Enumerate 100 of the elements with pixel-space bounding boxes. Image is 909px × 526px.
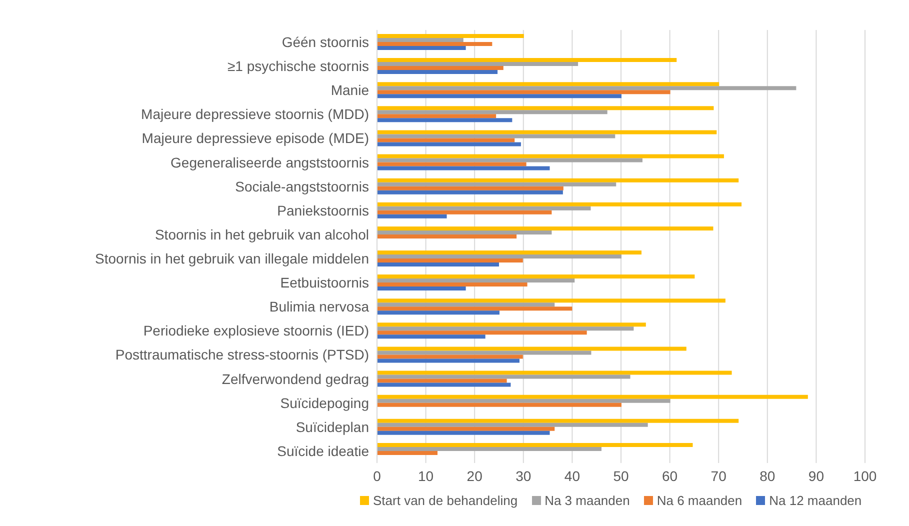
- bar: [377, 426, 555, 431]
- bar: [377, 134, 616, 138]
- y-tick-label: Géén stoornis: [282, 34, 369, 50]
- bar: [377, 110, 608, 114]
- bar: [377, 326, 634, 331]
- bar: [377, 182, 616, 186]
- bar: [377, 430, 550, 435]
- y-tick-label: Stoornis in het gebruik van illegale middelen: [95, 250, 369, 266]
- bar: [377, 442, 693, 447]
- x-tick-label: 70: [710, 468, 727, 484]
- x-tick-label: 90: [808, 468, 824, 484]
- x-tick-label: 50: [613, 468, 629, 484]
- bar: [377, 306, 572, 311]
- bar: [377, 354, 523, 359]
- bar: [377, 114, 496, 118]
- bar: [377, 130, 717, 134]
- bar: [377, 358, 520, 363]
- legend-label: Na 12 maanden: [769, 493, 862, 508]
- bar: [377, 190, 563, 194]
- bar: [377, 178, 739, 182]
- bar: [377, 142, 521, 146]
- bar: [377, 158, 642, 162]
- bar: [377, 322, 646, 327]
- y-tick-label: Bulimia nervosa: [269, 298, 370, 315]
- bar: [377, 378, 507, 383]
- bar: [377, 234, 517, 238]
- bar: [377, 298, 726, 303]
- bar: [377, 46, 466, 50]
- bar: [377, 70, 498, 74]
- bar: [377, 250, 642, 254]
- bar: [377, 90, 670, 94]
- bar: [377, 202, 742, 206]
- bar: [377, 210, 552, 214]
- bar: [377, 374, 630, 379]
- bar: [377, 230, 552, 234]
- y-tick-label: Paniekstoornis: [277, 202, 369, 218]
- y-tick-label: ≥1 psychische stoornis: [227, 58, 369, 74]
- y-tick-label: Suïcideplan: [296, 418, 369, 435]
- legend-label: Na 6 maanden: [656, 493, 742, 508]
- x-tick-label: 30: [516, 468, 532, 484]
- y-tick-label: Suïcide ideatie: [277, 442, 370, 459]
- bar: [377, 398, 670, 403]
- bar: [377, 66, 504, 70]
- x-tick-label: 100: [853, 468, 877, 484]
- x-tick-label: 20: [466, 468, 483, 484]
- x-tick-label: 80: [760, 468, 776, 484]
- bar: [377, 94, 622, 98]
- y-tick-label: Periodieke explosieve stoornis (IED): [143, 322, 369, 339]
- bar: [377, 38, 464, 42]
- bar: [377, 382, 511, 387]
- y-tick-label: Suïcidepoging: [280, 394, 369, 411]
- y-tick-label: Zelfverwondend gedrag: [222, 370, 369, 387]
- bar: [377, 302, 555, 307]
- x-tick-label: 60: [662, 468, 678, 484]
- bar: [377, 162, 526, 166]
- bar: [377, 262, 499, 266]
- bar: [377, 166, 550, 170]
- bar: [377, 370, 732, 375]
- y-tick-label: Majeure depressieve episode (MDE): [142, 130, 369, 146]
- bar: [377, 394, 808, 399]
- bar: [377, 118, 512, 122]
- x-tick-label: 0: [373, 468, 382, 484]
- bar: [377, 346, 686, 351]
- bar: [377, 422, 648, 427]
- y-tick-label: Eetbuistoornis: [280, 274, 369, 291]
- bar: [377, 258, 523, 262]
- bar: [377, 42, 492, 46]
- bar: [377, 450, 438, 455]
- bar: [377, 214, 447, 218]
- x-tick-label: 40: [564, 468, 580, 484]
- bar: [377, 446, 602, 451]
- bar: [377, 310, 500, 315]
- bar: [377, 106, 714, 110]
- bar: [377, 186, 564, 190]
- y-tick-label: Gegeneraliseerde angststoornis: [170, 154, 369, 170]
- bar: [377, 286, 466, 291]
- bar: [377, 82, 720, 86]
- bar: [377, 254, 622, 258]
- bar: [377, 206, 591, 210]
- legend-label: Start van de behandeling: [373, 493, 518, 508]
- bar: [377, 402, 622, 407]
- bar: [377, 350, 592, 355]
- bar: [377, 138, 515, 142]
- y-tick-label: Stoornis in het gebruik van alcohol: [154, 226, 369, 242]
- bar: [377, 334, 486, 339]
- bar: [377, 278, 575, 283]
- y-tick-label: Posttraumatische stress-stoornis (PTSD): [115, 346, 369, 363]
- bar: [377, 418, 739, 423]
- bar: [377, 282, 528, 287]
- y-tick-label: Sociale-angststoornis: [235, 178, 369, 194]
- bar: [377, 62, 578, 66]
- bar: [377, 58, 677, 62]
- bar: [377, 330, 587, 335]
- y-tick-label: Majeure depressieve stoornis (MDD): [141, 106, 369, 122]
- bar: [377, 34, 524, 38]
- y-tick-label: Manie: [330, 82, 370, 98]
- legend-label: Na 3 maanden: [544, 493, 630, 508]
- x-tick-label: 10: [418, 468, 434, 484]
- bar: [377, 86, 796, 90]
- bar: [377, 154, 724, 158]
